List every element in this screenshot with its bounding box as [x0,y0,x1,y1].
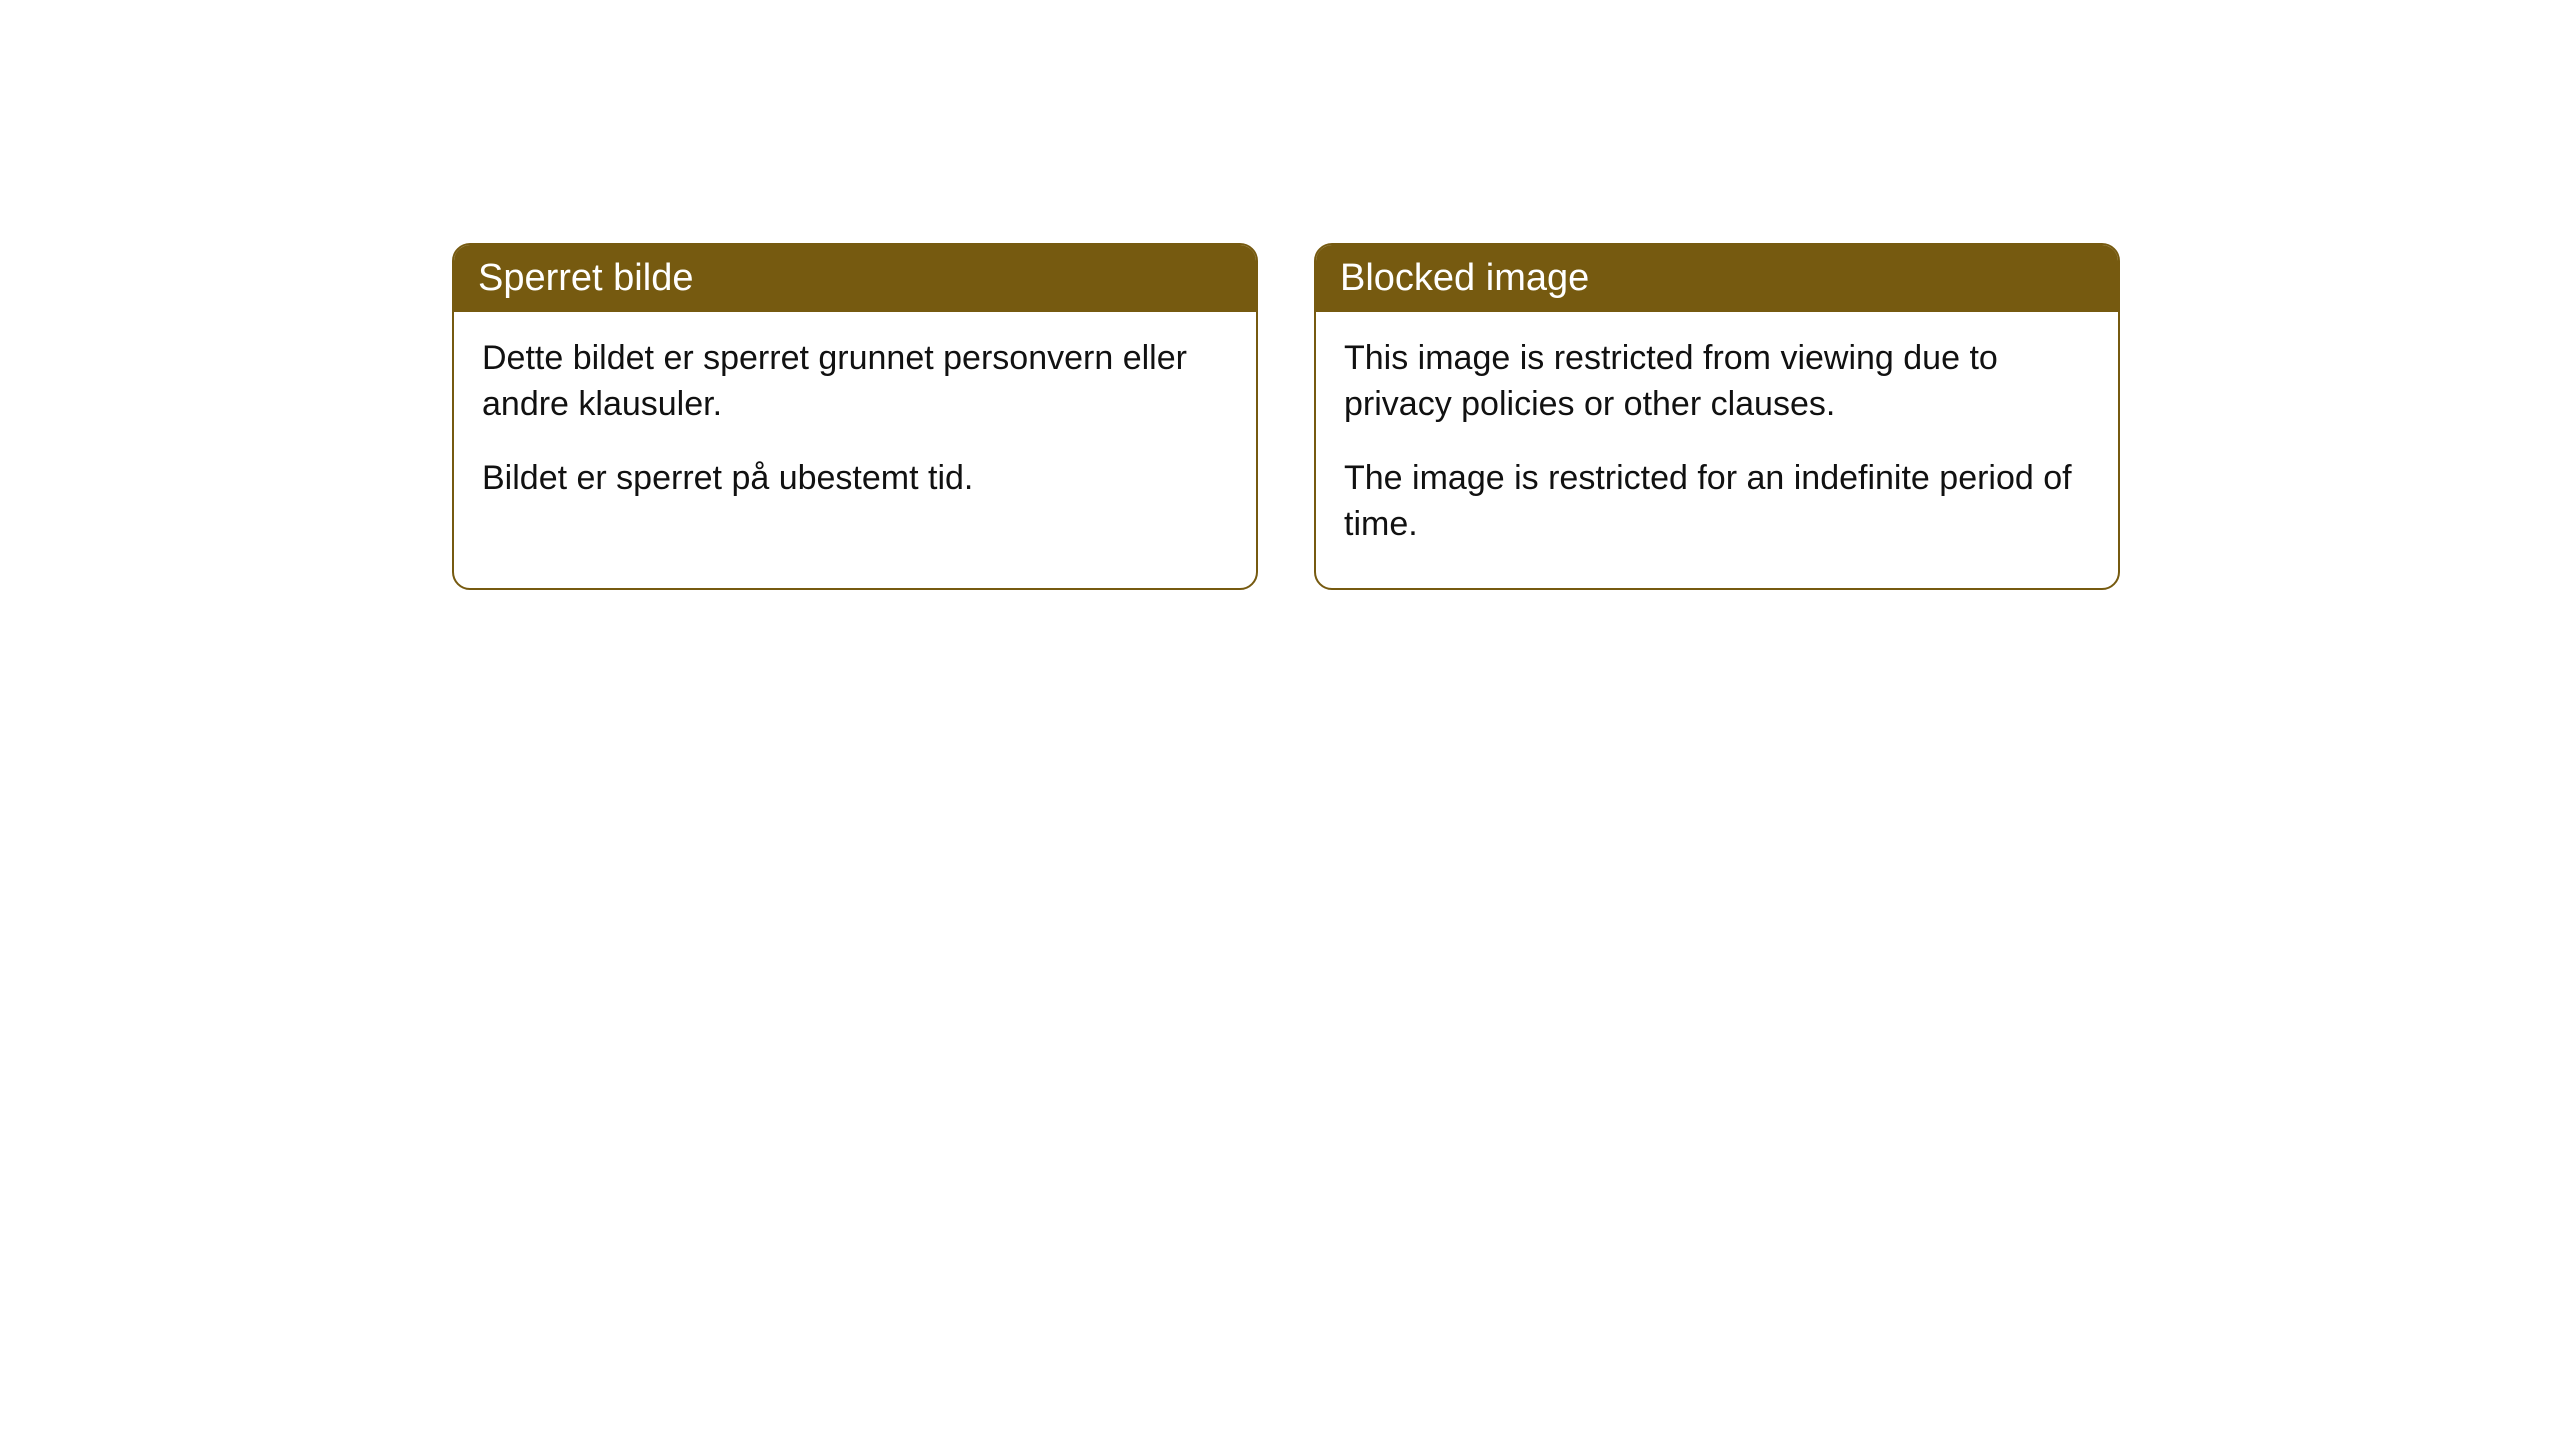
card-title: Sperret bilde [478,257,693,299]
card-body: This image is restricted from viewing du… [1316,312,2118,588]
card-title: Blocked image [1340,257,1589,299]
card-paragraph-duration: The image is restricted for an indefinit… [1344,456,2090,548]
card-paragraph-reason: Dette bildet er sperret grunnet personve… [482,336,1228,428]
blocked-image-card-english: Blocked image This image is restricted f… [1314,243,2120,590]
card-header: Sperret bilde [454,245,1256,312]
card-header: Blocked image [1316,245,2118,312]
card-paragraph-duration: Bildet er sperret på ubestemt tid. [482,456,1228,502]
card-paragraph-reason: This image is restricted from viewing du… [1344,336,2090,428]
card-body: Dette bildet er sperret grunnet personve… [454,312,1256,542]
cards-container: Sperret bilde Dette bildet er sperret gr… [452,243,2120,590]
blocked-image-card-norwegian: Sperret bilde Dette bildet er sperret gr… [452,243,1258,590]
